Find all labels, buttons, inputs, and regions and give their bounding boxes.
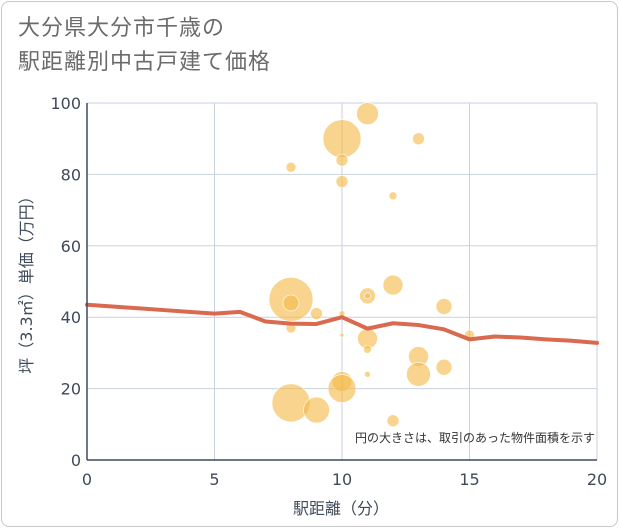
chart-title: 大分県大分市千歳の 駅距離別中古戸建て価格 (18, 12, 578, 80)
data-bubble (356, 102, 379, 126)
data-bubble (435, 298, 453, 315)
data-bubble (303, 396, 330, 424)
data-bubble (335, 175, 349, 188)
data-bubble (382, 274, 404, 296)
x-tick-label: 0 (82, 470, 92, 489)
x-tick-label: 5 (209, 470, 219, 489)
data-bubble (364, 292, 371, 300)
bubbles (268, 102, 475, 428)
data-bubble (327, 374, 357, 403)
y-tick-label: 40 (61, 308, 81, 327)
y-tick-label: 20 (61, 380, 81, 399)
data-bubble (412, 132, 425, 145)
y-tick-label: 100 (50, 94, 81, 113)
x-tick-label: 10 (332, 470, 352, 489)
size-annotation: 円の大きさは、取引のあった物件面積を示す (355, 430, 595, 445)
chart-title-line1: 大分県大分市千歳の (18, 16, 226, 41)
x-tick-label: 20 (587, 470, 607, 489)
data-bubble (388, 191, 398, 201)
data-bubble (435, 358, 453, 376)
data-bubble (363, 345, 372, 354)
data-bubble (339, 332, 345, 338)
trend-line (85, 302, 599, 345)
axes (86, 103, 597, 461)
y-tick-label: 60 (61, 237, 81, 256)
y-axis-label: 坪（3.3㎡）単価（万円） (17, 188, 36, 373)
data-bubble (322, 119, 362, 158)
y-tick-label: 80 (61, 165, 81, 184)
chart-title-line2: 駅距離別中古戸建て価格 (18, 50, 272, 75)
data-bubble (282, 294, 300, 312)
data-bubble (310, 307, 323, 320)
y-tick-label: 0 (71, 451, 81, 470)
trend-line-group (85, 302, 599, 345)
tick-labels: 0 5 10 15 20 0 20 40 60 80 100 (50, 94, 607, 489)
x-tick-label: 15 (459, 470, 479, 489)
data-bubble (406, 362, 431, 387)
data-bubble (386, 414, 400, 428)
data-bubble (364, 371, 371, 378)
data-bubble (335, 153, 349, 167)
data-bubble (285, 161, 297, 173)
x-axis-label: 駅距離（分） (293, 499, 389, 518)
data-bubble (271, 383, 311, 423)
